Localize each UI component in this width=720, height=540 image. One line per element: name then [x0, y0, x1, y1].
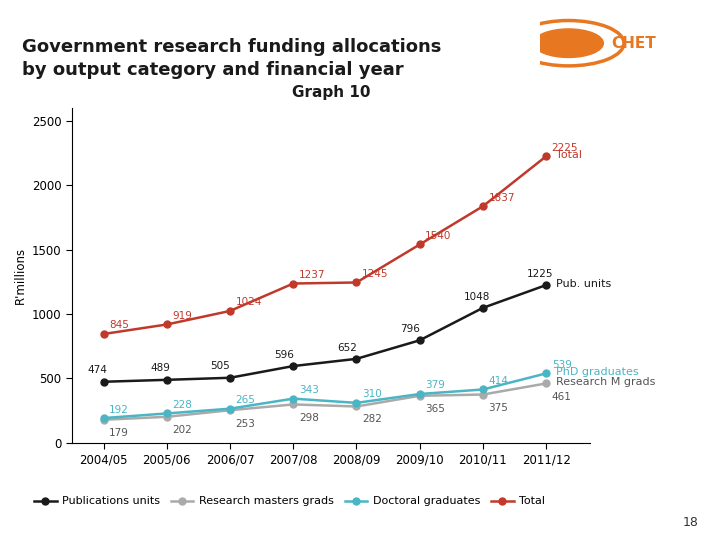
- Legend: Publications units, Research masters grads, Doctoral graduates, Total: Publications units, Research masters gra…: [30, 492, 549, 511]
- Text: 596: 596: [274, 350, 294, 360]
- Text: 310: 310: [362, 389, 382, 399]
- Text: 539: 539: [552, 360, 572, 370]
- Text: CHET: CHET: [611, 36, 656, 51]
- Text: 2225: 2225: [552, 143, 578, 153]
- Text: 253: 253: [235, 419, 256, 429]
- Text: 1225: 1225: [527, 269, 553, 279]
- Text: 1024: 1024: [235, 298, 262, 307]
- Title: Graph 10: Graph 10: [292, 85, 371, 100]
- Text: 265: 265: [235, 395, 256, 405]
- Text: 179: 179: [109, 428, 129, 438]
- Text: Total: Total: [556, 150, 582, 160]
- Text: 375: 375: [488, 403, 508, 413]
- Text: Pub. units: Pub. units: [556, 279, 611, 289]
- Text: Research M grads: Research M grads: [556, 377, 655, 387]
- Text: Government research funding allocations
by output category and financial year: Government research funding allocations …: [22, 38, 441, 79]
- Text: 1540: 1540: [426, 231, 451, 241]
- Text: 489: 489: [150, 363, 170, 374]
- Text: 652: 652: [337, 342, 357, 353]
- Circle shape: [534, 29, 603, 57]
- Text: 919: 919: [172, 311, 192, 321]
- Text: 505: 505: [211, 361, 230, 372]
- Text: 282: 282: [362, 414, 382, 424]
- Text: 1048: 1048: [464, 292, 490, 301]
- Text: 192: 192: [109, 404, 129, 415]
- Y-axis label: R'millions: R'millions: [14, 247, 27, 304]
- Text: 379: 379: [426, 381, 445, 390]
- Text: 202: 202: [172, 426, 192, 435]
- Text: 1837: 1837: [488, 193, 515, 202]
- Text: 414: 414: [488, 376, 508, 386]
- Text: 18: 18: [683, 516, 698, 529]
- Text: 298: 298: [299, 413, 319, 423]
- Text: 461: 461: [552, 392, 572, 402]
- Text: 343: 343: [299, 385, 319, 395]
- Text: PhD graduates: PhD graduates: [556, 367, 638, 377]
- Text: 474: 474: [87, 366, 107, 375]
- Text: 1237: 1237: [299, 270, 325, 280]
- Text: 365: 365: [426, 404, 445, 415]
- Text: 228: 228: [172, 400, 192, 410]
- Text: 845: 845: [109, 320, 129, 330]
- Text: 796: 796: [400, 324, 420, 334]
- Text: 1245: 1245: [362, 269, 389, 279]
